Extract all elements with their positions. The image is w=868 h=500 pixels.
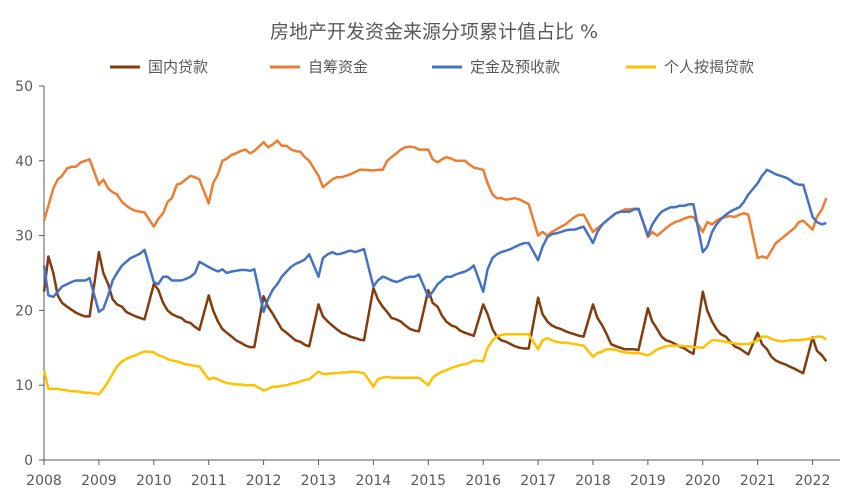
y-axis: 0 10 20 30 40 50 <box>15 79 45 469</box>
legend: 国内贷款 自筹资金 定金及预收款 个人按揭贷款 <box>110 58 754 76</box>
plot-area <box>42 139 828 396</box>
series-line-0 <box>42 250 828 375</box>
y-tick-label: 30 <box>15 229 33 245</box>
series-line-3 <box>42 333 828 396</box>
y-tick-label: 0 <box>24 453 33 469</box>
y-tick-label: 50 <box>15 79 33 95</box>
x-tick-label: 2009 <box>81 473 117 489</box>
y-tick-label: 20 <box>15 303 33 319</box>
y-tick-label: 40 <box>15 154 33 170</box>
x-tick-label: 2018 <box>575 473 611 489</box>
x-tick-label: 2014 <box>356 473 392 489</box>
x-axis: 2008 2009 2010 2011 2012 2013 2014 2015 2016 2017… <box>26 459 840 489</box>
legend-label-0: 国内贷款 <box>148 58 208 76</box>
series-line-2 <box>42 168 827 314</box>
x-tick-label: 2022 <box>795 473 831 489</box>
legend-label-3: 个人按揭贷款 <box>664 58 754 76</box>
x-tick-label: 2010 <box>136 473 172 489</box>
x-tick-label: 2012 <box>246 473 282 489</box>
x-tick-label: 2008 <box>26 473 62 489</box>
x-tick-label: 2016 <box>465 473 501 489</box>
x-tick-label: 2021 <box>740 473 776 489</box>
x-tick-label: 2020 <box>685 473 721 489</box>
legend-label-2: 定金及预收款 <box>470 58 560 76</box>
x-tick-label: 2019 <box>630 473 666 489</box>
chart-title: 房地产开发资金来源分项累计值占比 % <box>270 21 598 43</box>
x-tick-label: 2013 <box>301 473 337 489</box>
x-tick-label: 2017 <box>520 473 556 489</box>
x-tick-label: 2015 <box>410 473 446 489</box>
series-line-1 <box>42 139 828 260</box>
x-tick-label: 2011 <box>191 473 227 489</box>
y-tick-label: 10 <box>15 378 33 394</box>
legend-label-1: 自筹资金 <box>308 58 368 76</box>
